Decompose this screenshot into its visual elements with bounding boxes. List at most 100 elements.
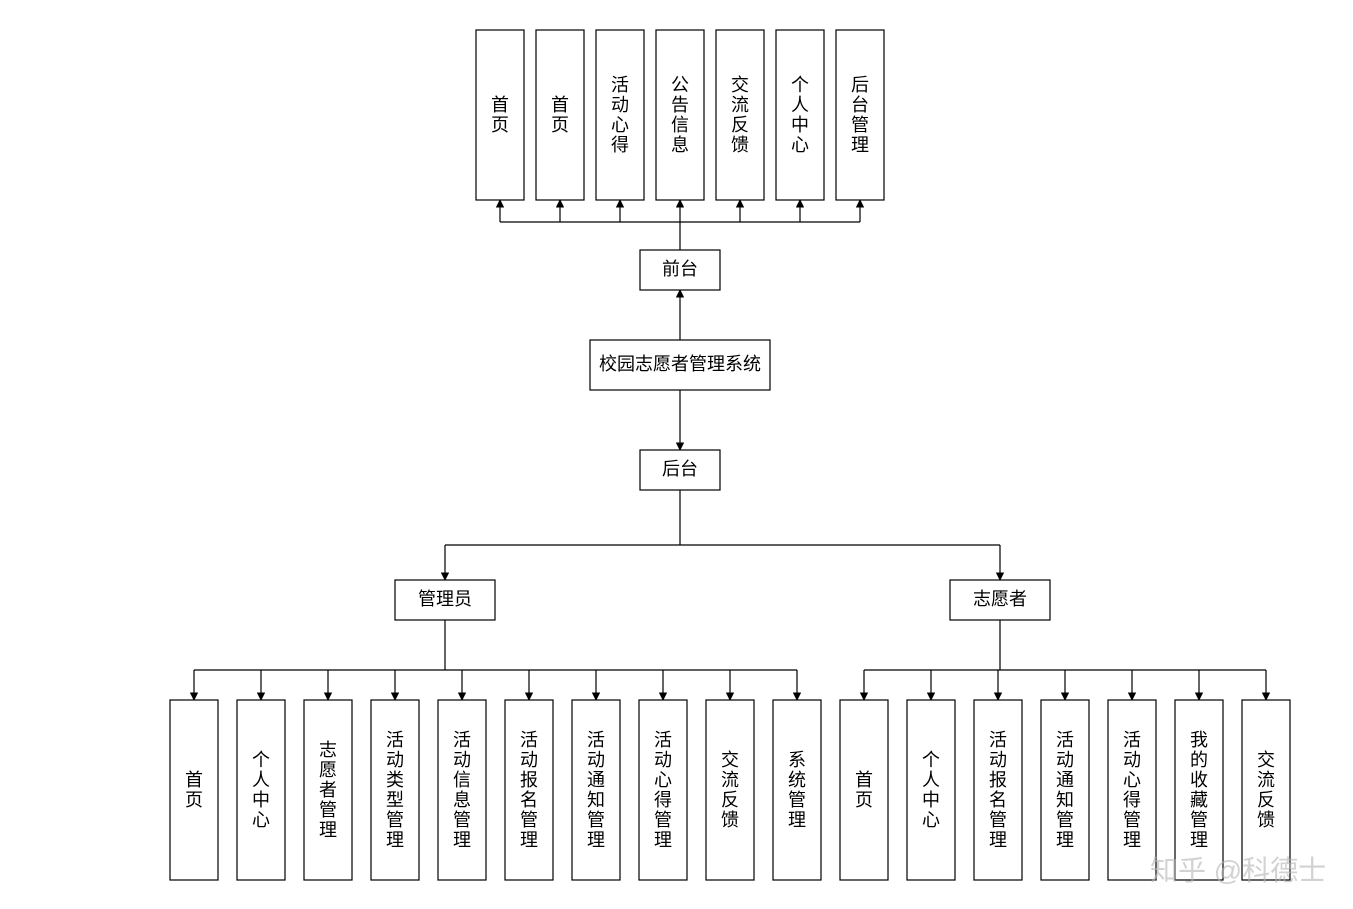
volunteer-leaf-4-char: 动 — [1123, 750, 1141, 770]
frontend-leaf-1-char: 首 — [551, 95, 569, 115]
frontend-leaf-6-char: 后 — [851, 75, 869, 95]
volunteer-leaf-5-char: 收 — [1190, 770, 1208, 790]
volunteer-leaf-3-char: 活 — [1056, 730, 1074, 750]
frontend-leaf-5-char: 心 — [791, 135, 809, 155]
admin-leaf-4-char: 管 — [453, 810, 471, 830]
admin-leaf-2-char: 理 — [319, 820, 337, 840]
admin-leaf-0-char: 首 — [185, 770, 203, 790]
admin-leaf-4-char: 活 — [453, 730, 471, 750]
admin-leaf-9-char: 理 — [788, 810, 806, 830]
frontend-leaf-4-char: 交 — [731, 75, 749, 95]
volunteer-leaf-0-char: 首 — [855, 770, 873, 790]
admin-leaf-2-char: 管 — [319, 800, 337, 820]
volunteer-leaf-2-char: 活 — [989, 730, 1007, 750]
volunteer-leaf-3-char: 管 — [1056, 810, 1074, 830]
admin-leaf-9-char: 系 — [788, 750, 806, 770]
frontend-leaf-2-char: 活 — [611, 75, 629, 95]
volunteer-leaf-1-char: 中 — [922, 790, 940, 810]
admin-leaf-9-char: 统 — [788, 770, 806, 790]
volunteer-leaf-6-char: 流 — [1257, 770, 1275, 790]
admin-leaf-2-char: 者 — [319, 780, 337, 800]
frontend-leaf-4-char: 馈 — [731, 135, 749, 155]
volunteer-leaf-4-char: 心 — [1123, 770, 1141, 790]
admin-leaf-8-char: 交 — [721, 750, 739, 770]
admin-leaf-7-char: 动 — [654, 750, 672, 770]
admin-leaf-3-char: 理 — [386, 830, 404, 850]
frontend-leaf-0-char: 页 — [491, 115, 509, 135]
admin-leaf-3-char: 动 — [386, 750, 404, 770]
admin-leaf-0-char: 页 — [185, 790, 203, 810]
frontend-leaf-3-char: 信 — [671, 115, 689, 135]
volunteer-leaf-1-char: 个 — [922, 750, 940, 770]
volunteer-leaf-1-char: 心 — [922, 810, 940, 830]
frontend-leaf-6-char: 理 — [851, 135, 869, 155]
admin-leaf-5-char: 管 — [520, 810, 538, 830]
frontend-leaf-0-char: 首 — [491, 95, 509, 115]
volunteer-leaf-2-char: 动 — [989, 750, 1007, 770]
volunteer-leaf-5-char: 我 — [1190, 730, 1208, 750]
admin-leaf-7-char: 心 — [654, 770, 672, 790]
volunteer-hub-label: 志愿者 — [973, 589, 1027, 609]
volunteer-leaf-2-char: 理 — [989, 830, 1007, 850]
admin-leaf-5-char: 名 — [520, 790, 538, 810]
admin-leaf-1-char: 个 — [252, 750, 270, 770]
volunteer-leaf-2-char: 名 — [989, 790, 1007, 810]
admin-leaf-8-char: 流 — [721, 770, 739, 790]
admin-leaf-3-char: 活 — [386, 730, 404, 750]
volunteer-leaf-3-char: 动 — [1056, 750, 1074, 770]
volunteer-leaf-5-char: 的 — [1190, 750, 1208, 770]
frontend-leaf-3-char: 告 — [671, 95, 689, 115]
admin-leaf-6-char: 活 — [587, 730, 605, 750]
volunteer-leaf-1-char: 人 — [922, 770, 940, 790]
system-hierarchy-diagram: 校园志愿者管理系统前台后台管理员志愿者首页首页活动心得公告信息交流反馈个人中心后… — [0, 0, 1353, 909]
frontend-leaf-6-char: 台 — [851, 95, 869, 115]
admin-leaf-7-char: 得 — [654, 790, 672, 810]
admin-leaf-4-char: 理 — [453, 830, 471, 850]
volunteer-leaf-4-char: 得 — [1123, 790, 1141, 810]
backend-hub-label: 后台 — [662, 459, 698, 479]
volunteer-leaf-5-char: 藏 — [1190, 790, 1208, 810]
admin-leaf-9-char: 管 — [788, 790, 806, 810]
volunteer-leaf-3-char: 知 — [1056, 790, 1074, 810]
volunteer-leaf-3-char: 通 — [1056, 770, 1074, 790]
root-node-label: 校园志愿者管理系统 — [599, 354, 761, 374]
admin-leaf-6-char: 理 — [587, 830, 605, 850]
frontend-leaf-3-char: 息 — [671, 135, 689, 155]
admin-leaf-7-char: 活 — [654, 730, 672, 750]
admin-leaf-6-char: 通 — [587, 770, 605, 790]
admin-leaf-6-char: 管 — [587, 810, 605, 830]
admin-leaf-5-char: 动 — [520, 750, 538, 770]
admin-leaf-3-char: 类 — [386, 770, 404, 790]
frontend-leaf-2-char: 动 — [611, 95, 629, 115]
frontend-leaf-5-char: 个 — [791, 75, 809, 95]
volunteer-leaf-6-char: 馈 — [1257, 810, 1275, 830]
frontend-leaf-4-char: 流 — [731, 95, 749, 115]
admin-leaf-1-char: 人 — [252, 770, 270, 790]
admin-leaf-8-char: 反 — [721, 790, 739, 810]
volunteer-leaf-0-char: 页 — [855, 790, 873, 810]
admin-leaf-3-char: 型 — [386, 790, 404, 810]
admin-leaf-1-char: 中 — [252, 790, 270, 810]
admin-leaf-7-char: 理 — [654, 830, 672, 850]
frontend-leaf-6-char: 管 — [851, 115, 869, 135]
admin-leaf-4-char: 息 — [453, 790, 471, 810]
frontend-leaf-5-char: 中 — [791, 115, 809, 135]
admin-leaf-1-char: 心 — [252, 810, 270, 830]
admin-leaf-2-char: 志 — [319, 740, 337, 760]
volunteer-leaf-6-char: 交 — [1257, 750, 1275, 770]
frontend-hub-label: 前台 — [662, 259, 698, 279]
admin-leaf-3-char: 管 — [386, 810, 404, 830]
admin-leaf-2-char: 愿 — [319, 760, 337, 780]
volunteer-leaf-2-char: 报 — [989, 770, 1007, 790]
admin-leaf-8-char: 馈 — [721, 810, 739, 830]
admin-hub-label: 管理员 — [418, 589, 472, 609]
volunteer-leaf-4-char: 理 — [1123, 830, 1141, 850]
admin-leaf-5-char: 活 — [520, 730, 538, 750]
admin-leaf-4-char: 信 — [453, 770, 471, 790]
volunteer-leaf-4-char: 管 — [1123, 810, 1141, 830]
admin-leaf-7-char: 管 — [654, 810, 672, 830]
admin-leaf-6-char: 动 — [587, 750, 605, 770]
admin-leaf-6-char: 知 — [587, 790, 605, 810]
frontend-leaf-3-char: 公 — [671, 75, 689, 95]
frontend-leaf-1-char: 页 — [551, 115, 569, 135]
